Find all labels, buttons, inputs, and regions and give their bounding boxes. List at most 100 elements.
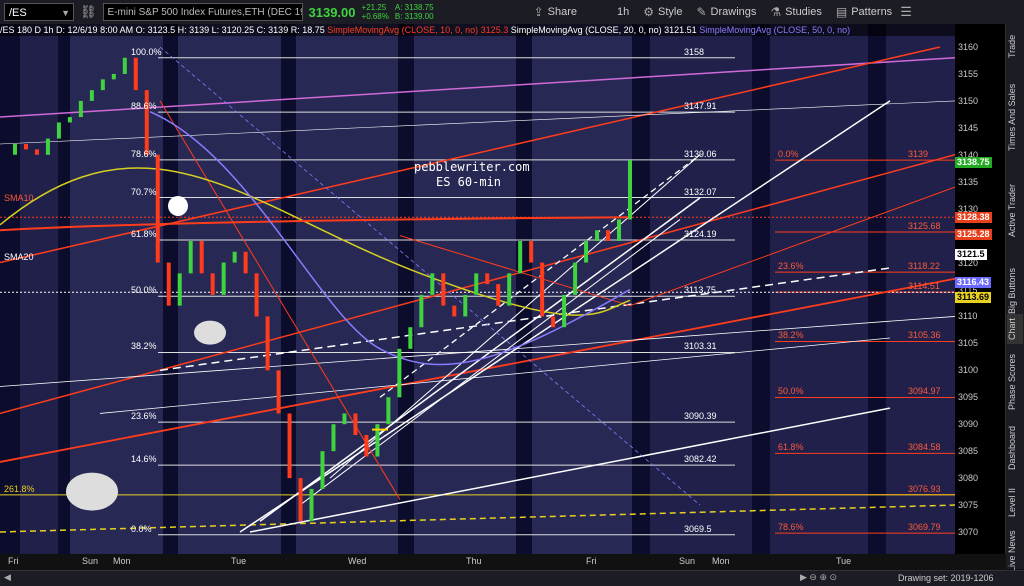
day-label: Tue	[836, 556, 852, 566]
price-tick: 3085	[958, 446, 979, 457]
marker-ellipse	[66, 472, 118, 511]
price-tick: 3160	[958, 42, 979, 52]
candle	[287, 413, 292, 479]
tab-active-trader[interactable]: Active Trader	[1007, 183, 1017, 237]
patterns-label: Patterns	[851, 6, 893, 18]
bid-value: B: 3139.00	[394, 12, 434, 21]
sma10-side-label: SMA10	[4, 193, 34, 203]
candle	[518, 241, 523, 274]
status-footer: ◀ ▶ ⊖ ⊕ ⊙ Drawing set: 2019-1206	[0, 570, 1024, 586]
pencil-icon: ✎	[696, 5, 707, 19]
price-badge: 3128.38	[955, 212, 992, 224]
tab-dashboard[interactable]: Dashboard	[1007, 425, 1017, 471]
fib-pct-label: 0.0%	[131, 523, 152, 534]
symbol-selector[interactable]: /ES ▼	[4, 3, 74, 21]
candle	[562, 294, 567, 328]
price-badge: 3125.28	[955, 229, 992, 241]
toolbar: /ES ▼ ⛓ E-mini S&P 500 Index Futures,ETH …	[0, 0, 1024, 25]
candle	[34, 149, 39, 155]
candle	[78, 100, 83, 118]
session-band	[398, 24, 414, 554]
timeframe-button[interactable]: 1h	[617, 6, 629, 18]
tab-phase-scores[interactable]: Phase Scores	[1007, 353, 1017, 411]
tab-live-news[interactable]: Live News	[1007, 530, 1017, 572]
trendline	[379, 154, 701, 398]
session-band	[516, 24, 532, 554]
change-pct: +0.68%	[361, 12, 389, 21]
day-label: Wed	[348, 556, 367, 566]
fib-pct-label: 70.7%	[131, 186, 157, 197]
fib-pct-label: 23.6%	[131, 411, 157, 422]
fib-price-label: 3147.91	[684, 101, 717, 112]
marker-ellipse	[194, 320, 226, 345]
candle	[199, 241, 204, 274]
session-band	[58, 24, 70, 554]
fib-pct-label: 78.6%	[131, 148, 157, 159]
session-band	[281, 24, 296, 554]
patterns-icon: ▤	[835, 5, 848, 19]
candle	[463, 294, 468, 317]
candle	[529, 241, 534, 263]
zoom-controls[interactable]: ▶ ⊖ ⊕ ⊙	[800, 572, 838, 582]
fib-price-label: 3069.79	[908, 522, 941, 533]
fib-pct-label: 61.8%	[778, 442, 804, 453]
trendline	[159, 100, 401, 500]
sma20-legend: SimpleMovingAvg (CLOSE, 20, 0, no)	[510, 25, 662, 35]
candle	[375, 424, 380, 457]
scroll-left-icon[interactable]: ◀	[4, 572, 11, 582]
candle	[133, 57, 138, 91]
candle	[540, 262, 545, 317]
marker-circle	[168, 195, 188, 216]
candle	[12, 144, 17, 155]
price-axis[interactable]: 3160315531503145314031353130312531203115…	[955, 24, 1006, 554]
fib-price-label: 3158	[684, 46, 705, 57]
candle	[177, 273, 182, 306]
sma20-value: 3121.51	[664, 25, 697, 35]
time-axis[interactable]: Fri Sun Mon Tue Wed Thu Fri Sun Mon Tue	[0, 554, 1006, 570]
fib-pct-label: 14.6%	[131, 454, 157, 465]
tab-chart[interactable]: Chart	[1007, 314, 1023, 344]
sma10-line	[0, 216, 631, 232]
menu-icon[interactable]: ☰	[900, 4, 912, 19]
style-button[interactable]: ⚙ Style	[643, 5, 682, 19]
fib-price-label: 3124.19	[684, 228, 717, 239]
day-label: Mon	[712, 556, 730, 566]
trendline	[159, 267, 891, 372]
candle	[342, 413, 347, 425]
fib-price-label: 3094.97	[908, 386, 941, 397]
candle	[243, 251, 248, 274]
price-chart[interactable]	[0, 24, 955, 554]
fib-pct-label: 50.0%	[778, 386, 804, 397]
trendline	[329, 154, 701, 479]
fib-pct-label: 100.0%	[131, 46, 162, 57]
drawings-button[interactable]: ✎ Drawings	[696, 5, 756, 19]
tab-trade[interactable]: Trade	[1007, 34, 1017, 58]
fib-pct-label: 78.6%	[778, 522, 804, 533]
sma20-line	[149, 110, 631, 366]
tab-times-and-sales[interactable]: Times And Sales	[1007, 83, 1017, 151]
fib-price-label: 3082.42	[684, 454, 717, 465]
candle	[628, 160, 632, 220]
link-icon[interactable]: ⛓	[80, 4, 97, 19]
candle	[331, 424, 336, 452]
candle	[298, 478, 303, 522]
fib-price-label: 3139	[908, 149, 929, 160]
day-label: Sun	[82, 556, 99, 566]
share-button[interactable]: ⇪ Share	[534, 5, 577, 19]
candle	[67, 117, 72, 123]
candle	[276, 370, 281, 414]
candle	[232, 251, 237, 263]
price-tick: 3145	[958, 122, 979, 133]
candle	[221, 262, 226, 295]
symbol-text: /ES	[9, 7, 27, 19]
candle	[617, 219, 622, 241]
patterns-button[interactable]: ▤ Patterns	[836, 5, 892, 19]
last-price: 3139.00	[308, 4, 356, 20]
candle	[23, 144, 28, 150]
day-label: Thu	[466, 556, 482, 566]
studies-button[interactable]: ⚗ Studies	[770, 5, 821, 19]
candle	[595, 230, 600, 241]
candle	[111, 73, 116, 80]
flask-icon: ⚗	[770, 5, 782, 19]
tab-level-ii[interactable]: Level II	[1007, 487, 1017, 517]
